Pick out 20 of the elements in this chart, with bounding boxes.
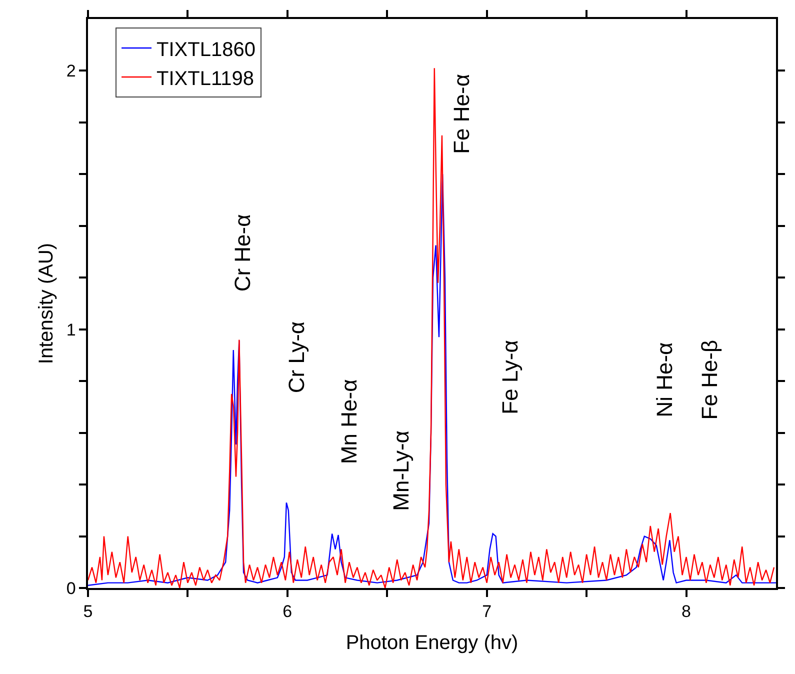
legend-label: TIXTL1860	[156, 38, 256, 61]
y-tick-label: 1	[66, 320, 76, 340]
line-series	[88, 68, 775, 588]
x-tick-label: 5	[83, 602, 93, 622]
x-tick-label: 7	[482, 602, 492, 622]
annotation: Cr He-α	[230, 214, 255, 292]
annotation: Cr Ly-α	[284, 321, 310, 394]
y-tick-label: 2	[66, 62, 76, 81]
annotation: Mn-Ly-α	[388, 430, 414, 511]
y-tick-label: 0	[66, 578, 76, 598]
annotation: Fe He-α	[448, 74, 474, 154]
x-tick-label: 8	[682, 602, 691, 622]
legend-label: TIXTL1198	[156, 68, 254, 90]
annotation: Fe Ly-α	[498, 340, 523, 414]
annotation: Ni He-α	[652, 342, 677, 418]
x-tick-label: 6	[282, 602, 292, 622]
y-axis-title: Intensity (AU)	[35, 242, 58, 364]
annotation: Mn He-α	[336, 378, 362, 464]
x-axis-title: Photon Energy (hv)	[346, 632, 518, 654]
annotation: Fe He-β	[697, 340, 722, 420]
